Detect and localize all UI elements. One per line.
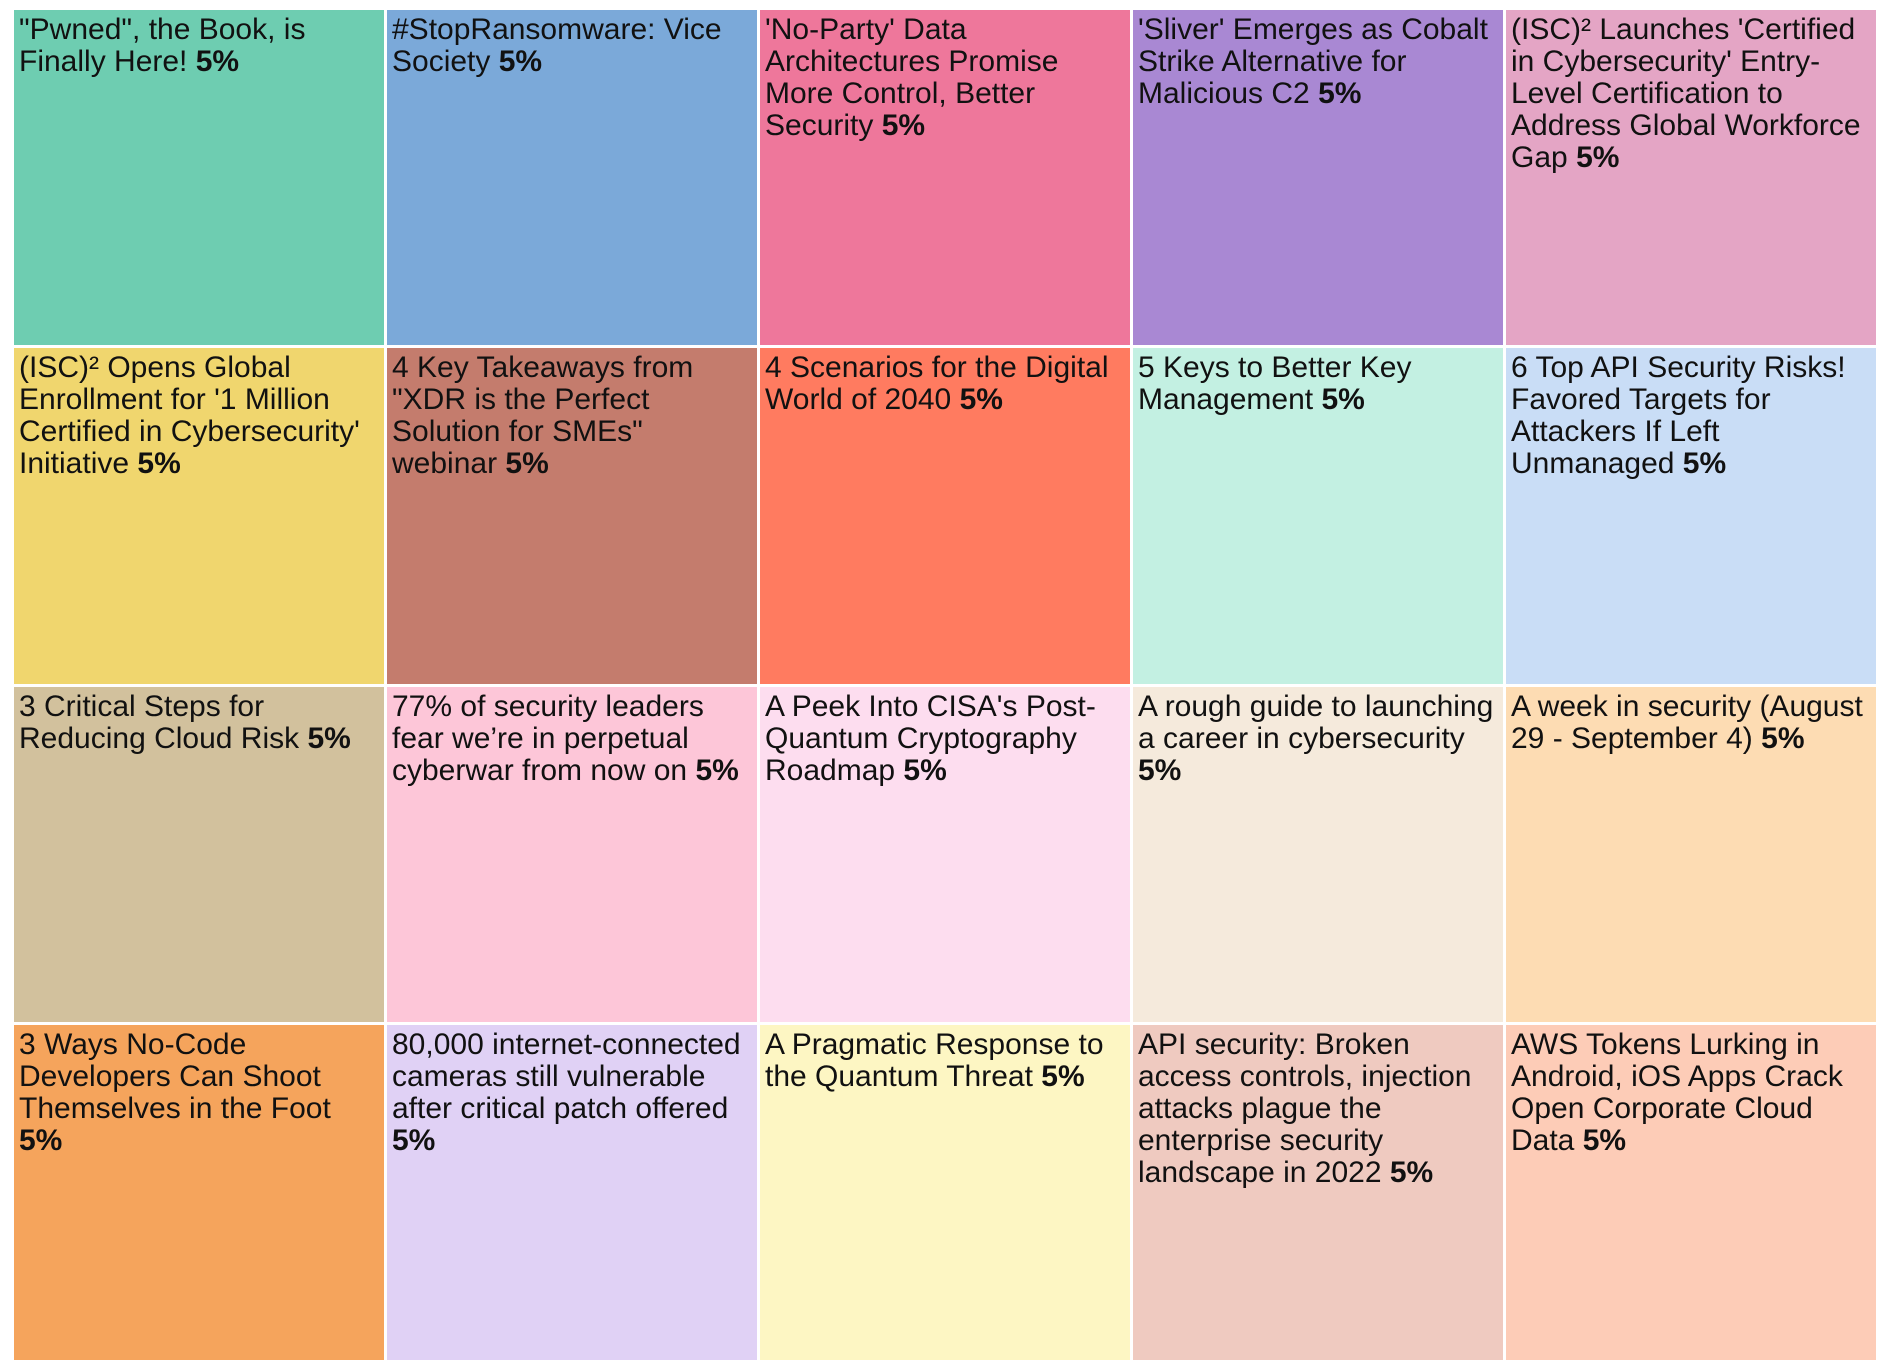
tile-title: 'No-Party' Data Architectures Promise Mo… xyxy=(765,13,1059,142)
tile-title: 3 Ways No-Code Developers Can Shoot Them… xyxy=(19,1027,331,1125)
tile-title: "Pwned", the Book, is Finally Here! xyxy=(19,13,306,78)
tile-percent: 5% xyxy=(195,45,240,78)
tile-label: API security: Broken access controls, in… xyxy=(1138,1027,1499,1189)
tile-percent: 5% xyxy=(392,1123,436,1157)
tile-percent: 5% xyxy=(903,753,947,787)
treemap-tile[interactable]: 3 Ways No-Code Developers Can Shoot Them… xyxy=(14,1024,384,1360)
treemap-tile[interactable]: 5 Keys to Better Key Management 5% xyxy=(1133,348,1503,684)
tile-title: AWS Tokens Lurking in Android, iOS Apps … xyxy=(1511,1027,1843,1157)
tile-title: A Peek Into CISA's Post-Quantum Cryptogr… xyxy=(765,689,1096,787)
treemap-tile[interactable]: A Pragmatic Response to the Quantum Thre… xyxy=(760,1024,1130,1360)
tile-percent: 5% xyxy=(1576,141,1620,174)
treemap-tile[interactable]: 'No-Party' Data Architectures Promise Mo… xyxy=(760,10,1130,346)
tile-percent: 5% xyxy=(1389,1155,1434,1189)
treemap-tile[interactable]: A rough guide to launching a career in c… xyxy=(1133,686,1503,1022)
tile-title: (ISC)² Opens Global Enrollment for '1 Mi… xyxy=(19,351,360,481)
tile-title: 6 Top API Security Risks! Favored Target… xyxy=(1511,351,1846,481)
tile-percent: 5% xyxy=(695,753,739,787)
tile-title: 4 Key Takeaways from "XDR is the Perfect… xyxy=(392,351,694,481)
treemap-tile[interactable]: A Peek Into CISA's Post-Quantum Cryptogr… xyxy=(760,686,1130,1022)
tile-percent: 5% xyxy=(19,1123,63,1157)
tile-label: 80,000 internet-connected cameras still … xyxy=(392,1027,753,1157)
treemap-tile[interactable]: "Pwned", the Book, is Finally Here! 5% xyxy=(14,10,384,346)
treemap-tile[interactable]: 3 Critical Steps for Reducing Cloud Risk… xyxy=(14,686,384,1022)
tile-title: 5 Keys to Better Key Management xyxy=(1138,351,1412,417)
tile-percent: 5% xyxy=(1321,383,1365,417)
treemap-tile[interactable]: 4 Key Takeaways from "XDR is the Perfect… xyxy=(387,348,757,684)
treemap-tile[interactable]: A week in security (August 29 - Septembe… xyxy=(1506,686,1876,1022)
tile-percent: 5% xyxy=(1138,753,1182,787)
tile-label: 77% of security leaders fear we’re in pe… xyxy=(392,689,753,787)
tile-label: A week in security (August 29 - Septembe… xyxy=(1511,689,1872,755)
tile-label: A Pragmatic Response to the Quantum Thre… xyxy=(765,1027,1126,1093)
tile-title: 77% of security leaders fear we’re in pe… xyxy=(392,689,704,787)
tile-percent: 5% xyxy=(1761,721,1805,755)
tile-percent: 5% xyxy=(1318,77,1362,110)
treemap-tile[interactable]: 77% of security leaders fear we’re in pe… xyxy=(387,686,757,1022)
tile-title: 4 Scenarios for the Digital World of 204… xyxy=(765,351,1109,417)
treemap-tile[interactable]: #StopRansomware: Vice Society 5% xyxy=(387,10,757,346)
tile-title: 80,000 internet-connected cameras still … xyxy=(392,1027,741,1125)
tile-label: 6 Top API Security Risks! Favored Target… xyxy=(1511,352,1872,480)
tile-title: #StopRansomware: Vice Society xyxy=(392,13,722,78)
tile-percent: 5% xyxy=(881,109,926,142)
tile-label: 5 Keys to Better Key Management 5% xyxy=(1138,352,1499,416)
tile-percent: 5% xyxy=(505,447,549,481)
tile-label: A rough guide to launching a career in c… xyxy=(1138,689,1499,787)
tile-label: 3 Critical Steps for Reducing Cloud Risk… xyxy=(19,689,380,755)
tile-title: A week in security (August 29 - Septembe… xyxy=(1511,689,1863,755)
tile-label: A Peek Into CISA's Post-Quantum Cryptogr… xyxy=(765,689,1126,787)
tile-label: 'Sliver' Emerges as Cobalt Strike Altern… xyxy=(1138,14,1499,110)
tile-label: "Pwned", the Book, is Finally Here! 5% xyxy=(19,14,380,78)
treemap-tile[interactable]: 6 Top API Security Risks! Favored Target… xyxy=(1506,348,1876,684)
tile-label: #StopRansomware: Vice Society 5% xyxy=(392,14,753,78)
tile-label: 4 Scenarios for the Digital World of 204… xyxy=(765,352,1126,416)
tile-label: 'No-Party' Data Architectures Promise Mo… xyxy=(765,14,1126,142)
tile-title: A rough guide to launching a career in c… xyxy=(1138,689,1494,755)
tile-percent: 5% xyxy=(498,45,543,78)
tile-label: (ISC)² Launches 'Certified in Cybersecur… xyxy=(1511,14,1872,174)
tile-label: 4 Key Takeaways from "XDR is the Perfect… xyxy=(392,352,753,480)
tile-title: 'Sliver' Emerges as Cobalt Strike Altern… xyxy=(1138,13,1488,110)
tile-percent: 5% xyxy=(1682,447,1727,481)
tile-title: (ISC)² Launches 'Certified in Cybersecur… xyxy=(1511,13,1861,174)
treemap-tile[interactable]: (ISC)² Launches 'Certified in Cybersecur… xyxy=(1506,10,1876,346)
tile-percent: 5% xyxy=(959,383,1003,417)
tile-label: AWS Tokens Lurking in Android, iOS Apps … xyxy=(1511,1027,1872,1157)
tile-percent: 5% xyxy=(1582,1123,1627,1157)
tile-title: A Pragmatic Response to the Quantum Thre… xyxy=(765,1027,1104,1093)
tile-title: API security: Broken access controls, in… xyxy=(1138,1027,1472,1189)
tile-percent: 5% xyxy=(307,721,351,755)
treemap-tile[interactable]: 80,000 internet-connected cameras still … xyxy=(387,1024,757,1360)
tile-percent: 5% xyxy=(137,447,181,481)
treemap-tile[interactable]: 4 Scenarios for the Digital World of 204… xyxy=(760,348,1130,684)
treemap-chart: "Pwned", the Book, is Finally Here! 5% #S… xyxy=(14,10,1876,1360)
tile-label: 3 Ways No-Code Developers Can Shoot Them… xyxy=(19,1027,380,1157)
tile-percent: 5% xyxy=(1041,1059,1085,1093)
treemap-tile[interactable]: 'Sliver' Emerges as Cobalt Strike Altern… xyxy=(1133,10,1503,346)
tile-title: 3 Critical Steps for Reducing Cloud Risk xyxy=(19,689,300,755)
tile-label: (ISC)² Opens Global Enrollment for '1 Mi… xyxy=(19,352,380,480)
treemap-tile[interactable]: API security: Broken access controls, in… xyxy=(1133,1024,1503,1360)
treemap-tile[interactable]: (ISC)² Opens Global Enrollment for '1 Mi… xyxy=(14,348,384,684)
treemap-tile[interactable]: AWS Tokens Lurking in Android, iOS Apps … xyxy=(1506,1024,1876,1360)
